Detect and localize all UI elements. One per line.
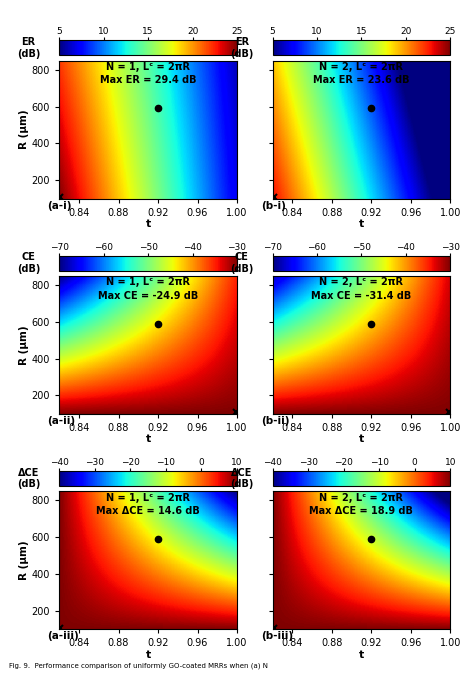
Text: N = 2, Lᶜ = 2πR
Max ER = 23.6 dB: N = 2, Lᶜ = 2πR Max ER = 23.6 dB [313, 62, 410, 85]
Text: (a-iii): (a-iii) [47, 631, 79, 641]
Text: ER
(dB): ER (dB) [230, 37, 254, 59]
Text: N = 1, Lᶜ = 2πR
Max ΔCE = 14.6 dB: N = 1, Lᶜ = 2πR Max ΔCE = 14.6 dB [96, 493, 200, 516]
Text: N = 2, Lᶜ = 2πR
Max ΔCE = 18.9 dB: N = 2, Lᶜ = 2πR Max ΔCE = 18.9 dB [310, 493, 413, 516]
X-axis label: t: t [146, 219, 151, 229]
X-axis label: t: t [359, 649, 364, 660]
Y-axis label: R (μm): R (μm) [19, 325, 29, 365]
Text: ΔCE
(dB): ΔCE (dB) [230, 468, 254, 489]
Text: CE
(dB): CE (dB) [230, 252, 254, 274]
Text: (b-i): (b-i) [261, 201, 285, 211]
Text: N = 1, Lᶜ = 2πR
Max CE = -24.9 dB: N = 1, Lᶜ = 2πR Max CE = -24.9 dB [98, 277, 198, 301]
Text: Fig. 9.  Performance comparison of uniformly GO-coated MRRs when (a) N: Fig. 9. Performance comparison of unifor… [9, 662, 268, 669]
Text: N = 1, Lᶜ = 2πR
Max ER = 29.4 dB: N = 1, Lᶜ = 2πR Max ER = 29.4 dB [100, 62, 196, 85]
Text: CE
(dB): CE (dB) [17, 252, 40, 274]
X-axis label: t: t [146, 434, 151, 444]
Text: (a-i): (a-i) [47, 201, 72, 211]
X-axis label: t: t [359, 219, 364, 229]
Text: ΔCE
(dB): ΔCE (dB) [17, 468, 40, 489]
Text: (b-ii): (b-ii) [261, 416, 289, 426]
Text: N = 2, Lᶜ = 2πR
Max CE = -31.4 dB: N = 2, Lᶜ = 2πR Max CE = -31.4 dB [311, 277, 411, 301]
X-axis label: t: t [359, 434, 364, 444]
X-axis label: t: t [146, 649, 151, 660]
Text: (b-iii): (b-iii) [261, 631, 293, 641]
Text: ER
(dB): ER (dB) [17, 37, 40, 59]
Y-axis label: R (μm): R (μm) [19, 540, 29, 580]
Y-axis label: R (μm): R (μm) [19, 110, 29, 149]
Text: (a-ii): (a-ii) [47, 416, 75, 426]
